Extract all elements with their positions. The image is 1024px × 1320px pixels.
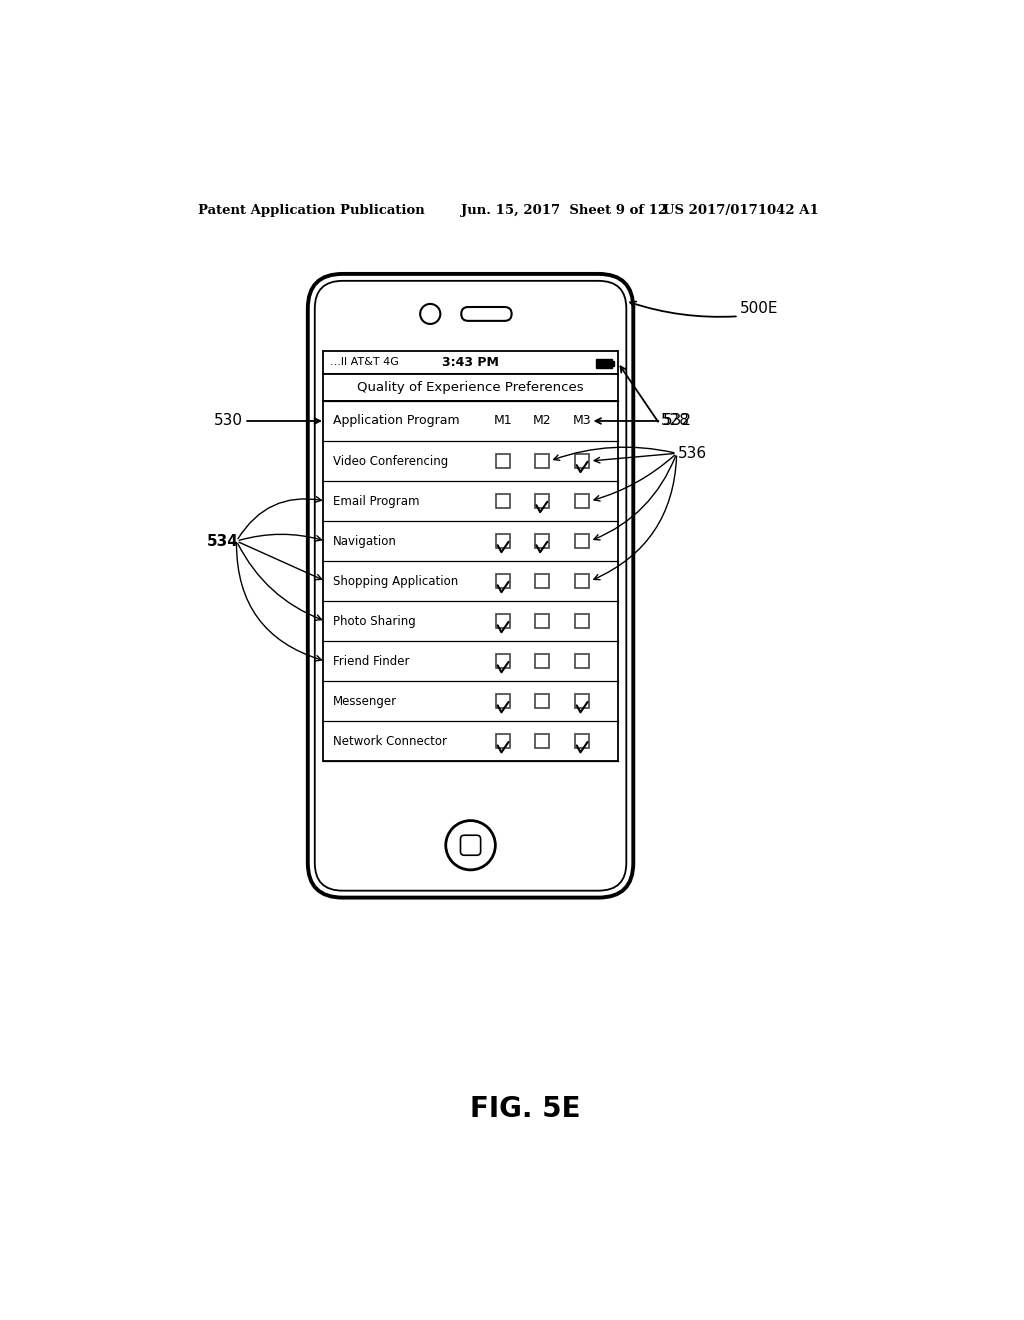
Bar <box>535 734 549 748</box>
Text: 532: 532 <box>663 413 692 429</box>
Bar <box>496 574 510 589</box>
Bar <box>575 655 589 668</box>
Bar <box>535 494 549 508</box>
Text: Email Program: Email Program <box>333 495 419 508</box>
Text: Video Conferencing: Video Conferencing <box>333 454 447 467</box>
Text: 534: 534 <box>207 533 239 549</box>
Bar <box>535 614 549 628</box>
Text: ...ll AT&T 4G: ...ll AT&T 4G <box>330 358 398 367</box>
Bar <box>324 374 617 401</box>
Bar <box>496 655 510 668</box>
Text: US 2017/0171042 A1: US 2017/0171042 A1 <box>663 205 818 218</box>
Text: Friend Finder: Friend Finder <box>333 655 410 668</box>
Text: M2: M2 <box>532 414 551 428</box>
Bar <box>611 360 614 366</box>
Bar <box>575 614 589 628</box>
FancyBboxPatch shape <box>461 308 512 321</box>
Bar <box>575 694 589 708</box>
Text: 3:43 PM: 3:43 PM <box>442 356 499 370</box>
Text: 500E: 500E <box>740 301 778 315</box>
Text: Photo Sharing: Photo Sharing <box>333 615 416 628</box>
Text: 536: 536 <box>678 446 708 461</box>
Bar <box>535 454 549 469</box>
FancyBboxPatch shape <box>314 281 627 891</box>
Text: Network Connector: Network Connector <box>333 735 446 748</box>
Text: Quality of Experience Preferences: Quality of Experience Preferences <box>357 380 584 393</box>
Bar <box>496 734 510 748</box>
Text: FIG. 5E: FIG. 5E <box>470 1096 580 1123</box>
Bar <box>324 401 617 762</box>
Bar <box>575 454 589 469</box>
Text: 528: 528 <box>662 413 690 428</box>
Bar <box>496 454 510 469</box>
Text: Shopping Application: Shopping Application <box>333 574 458 587</box>
Bar <box>575 734 589 748</box>
Text: Messenger: Messenger <box>333 694 396 708</box>
Bar <box>575 535 589 548</box>
Bar <box>496 694 510 708</box>
Text: M1: M1 <box>494 414 512 428</box>
Circle shape <box>420 304 440 323</box>
Bar <box>496 494 510 508</box>
Bar <box>535 655 549 668</box>
Text: Navigation: Navigation <box>333 535 396 548</box>
Bar <box>324 351 617 374</box>
Bar <box>496 614 510 628</box>
Text: Patent Application Publication: Patent Application Publication <box>198 205 425 218</box>
FancyBboxPatch shape <box>461 836 480 855</box>
Bar <box>535 574 549 589</box>
Text: Application Program: Application Program <box>333 414 459 428</box>
Bar <box>575 494 589 508</box>
FancyBboxPatch shape <box>308 275 633 898</box>
Bar <box>596 359 611 368</box>
Bar <box>575 574 589 589</box>
Bar <box>535 535 549 548</box>
Circle shape <box>445 821 496 870</box>
Text: M3: M3 <box>572 414 592 428</box>
Text: Jun. 15, 2017  Sheet 9 of 12: Jun. 15, 2017 Sheet 9 of 12 <box>461 205 668 218</box>
Bar <box>535 694 549 708</box>
Text: 530: 530 <box>214 413 243 429</box>
Bar <box>496 535 510 548</box>
